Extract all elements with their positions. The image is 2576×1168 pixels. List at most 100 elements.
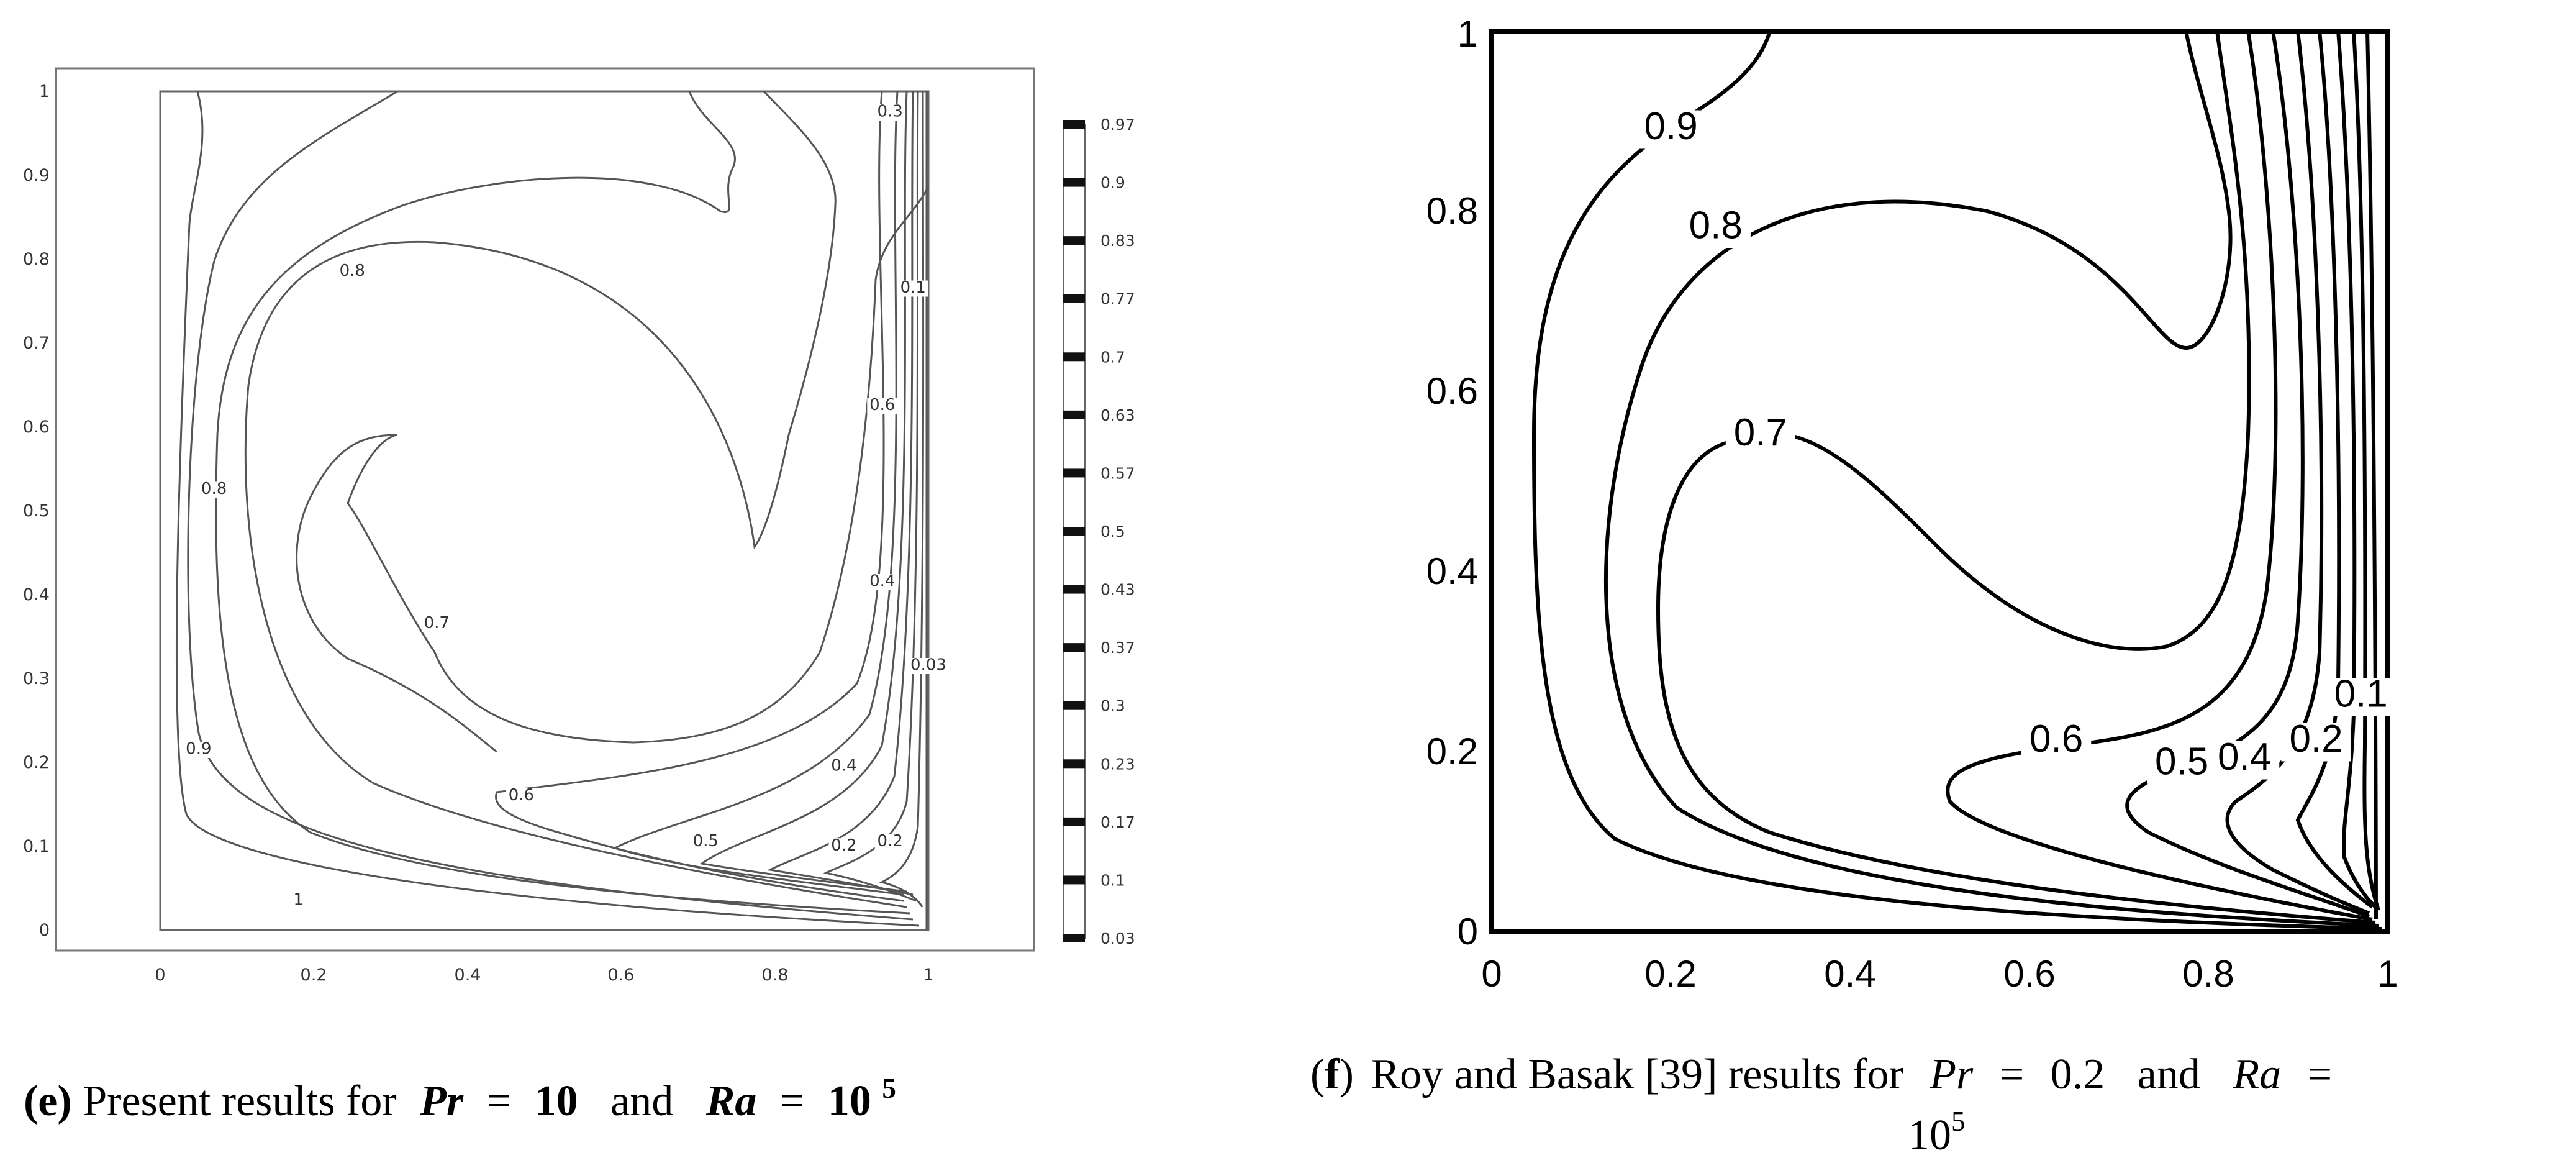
panel-e-contour-04 xyxy=(699,91,908,893)
panel-f-caption-text: Roy and Basak [39] results for xyxy=(1371,1051,1903,1098)
contour-label: 0.6 xyxy=(509,786,534,805)
contour-label-bg xyxy=(183,742,214,758)
contour-label: 0.9 xyxy=(186,740,211,759)
panel-e-xtick: 1 xyxy=(923,965,933,985)
contour-label: 0.8 xyxy=(1689,204,1743,247)
colorbar-tick-label: 0.77 xyxy=(1100,290,1135,308)
panel-f-xtick: 0.2 xyxy=(1644,953,1696,995)
panel-f-ytick: 0 xyxy=(1458,911,1478,952)
panel-e-contour-09 xyxy=(187,90,914,921)
panel-e-contour-06 xyxy=(495,91,904,902)
contour-label-bg xyxy=(828,838,859,855)
panel-e-xtick: 0.2 xyxy=(301,965,327,985)
contour-label-bg xyxy=(867,398,898,414)
panel-f-caption-close: ) xyxy=(1340,1051,1354,1098)
panel-e-ytick: 0.7 xyxy=(23,334,50,353)
contour-label: 0.5 xyxy=(2155,740,2208,783)
panel-f-caption-and: and xyxy=(2138,1051,2200,1098)
panel-e-contour-1 xyxy=(175,91,920,927)
panel-e-contour-02 xyxy=(823,91,919,902)
colorbar-tick-mark xyxy=(1063,643,1085,652)
panel-f-contour-02 xyxy=(2336,30,2377,909)
contour-label-bg xyxy=(337,263,368,280)
contour-label-bg xyxy=(2281,723,2351,762)
contour-label: 0.4 xyxy=(869,572,895,591)
panel-e-caption-letter: (e) xyxy=(24,1077,72,1125)
contour-label-bg xyxy=(2146,745,2217,784)
panel-e-ytick: 0.6 xyxy=(23,417,50,437)
panel-e-y-axis: 0 0.1 0.2 0.3 0.4 0.5 0.6 0.7 0.8 0.9 1 xyxy=(23,82,50,940)
colorbar-tick-mark xyxy=(1063,875,1085,885)
contour-label-bg xyxy=(292,893,305,909)
contour-label-bg xyxy=(1636,110,1706,149)
contour-label: 0.2 xyxy=(2289,718,2342,760)
colorbar-tick-mark xyxy=(1063,352,1085,362)
contour-label: 0.4 xyxy=(831,757,856,775)
contour-label: 0.4 xyxy=(2218,736,2271,778)
contour-label: 0.3 xyxy=(877,103,902,121)
colorbar-tick-mark xyxy=(1063,178,1085,187)
contour-label-bg xyxy=(1680,209,1751,248)
panel-f-ytick: 0.2 xyxy=(1426,731,1478,772)
colorbar-tick-mark xyxy=(1063,410,1085,419)
colorbar-tick-label: 0.57 xyxy=(1100,464,1135,482)
panel-e-colorbar: 0.97 0.9 0.83 0.77 0.7 0.63 0.57 0.5 0.43 0.37 0.3… xyxy=(1063,116,1135,947)
panel-f-contour-06 xyxy=(1946,30,2373,921)
contour-label: 0.03 xyxy=(910,656,946,675)
panel-f-caption-line1: (f) Roy and Basak [39] results for Pr = … xyxy=(1310,1051,2332,1098)
panel-e-xtick: 0.4 xyxy=(455,965,481,985)
panel-f-y-axis: 0 0.2 0.4 0.6 0.8 1 xyxy=(1426,13,1478,952)
panel-f-xtick: 0 xyxy=(1481,953,1502,995)
panel-e-caption-pr-value: 10 xyxy=(535,1077,578,1125)
panel-e-ytick: 0.9 xyxy=(23,166,50,185)
contour-label-bg xyxy=(874,104,905,121)
contour-label-bg xyxy=(690,834,721,851)
panel-f-contour-005 xyxy=(2365,30,2378,920)
colorbar-tick-label: 0.1 xyxy=(1100,871,1125,889)
colorbar-tick-label: 0.43 xyxy=(1100,581,1135,599)
panel-e-ytick: 0.3 xyxy=(23,669,50,688)
panel-e-contour-08-inner xyxy=(244,90,907,908)
panel-e-caption-ra: Ra xyxy=(705,1077,757,1125)
panel-e-ytick: 1 xyxy=(39,82,50,101)
panel-e-xtick: 0.6 xyxy=(608,965,635,985)
panel-f-ytick: 0.8 xyxy=(1426,190,1478,232)
colorbar-tick-mark xyxy=(1063,527,1085,536)
colorbar-tick-mark xyxy=(1063,236,1085,245)
panel-f-contour-07-bottom xyxy=(1656,439,2376,924)
contour-label-bg xyxy=(421,616,452,632)
panel-e-contours xyxy=(175,90,930,930)
contour-label: 0.1 xyxy=(900,278,926,297)
panel-f-ytick: 1 xyxy=(1458,13,1478,55)
contour-label-bg xyxy=(2326,678,2396,716)
panel-f-contour-07-top xyxy=(1731,30,2251,651)
contour-label: 0.7 xyxy=(424,614,450,632)
contour-label: 0.2 xyxy=(877,832,902,851)
panel-f-caption-eq2: = xyxy=(2308,1051,2332,1098)
panel-f-caption-ra-base: 10 xyxy=(1908,1111,1951,1159)
colorbar-tick-mark xyxy=(1063,585,1085,594)
panel-e-xtick: 0 xyxy=(155,965,165,985)
contour-label: 0.9 xyxy=(1644,105,1697,148)
contour-label-bg xyxy=(1725,416,1796,455)
panel-e-ytick: 0.1 xyxy=(23,837,50,856)
panel-f-xtick: 0.6 xyxy=(2003,953,2055,995)
panel-e-caption-ra-exp: 5 xyxy=(882,1073,896,1104)
colorbar-tick-mark xyxy=(1063,294,1085,303)
panel-f-caption-ra-exp: 5 xyxy=(1951,1106,1966,1137)
panel-e-contour-labels: 1 0.9 0.8 0.8 0.7 0.6 0.5 0.4 0.2 0.2 0.4 0.6 0.1 0.3… xyxy=(183,103,948,910)
panel-e-caption: (e) Present results for Pr = 10 and Ra =… xyxy=(24,1073,896,1125)
contour-label: 0.6 xyxy=(869,396,895,414)
colorbar-tick-label: 0.5 xyxy=(1100,522,1125,541)
contour-label: 0.7 xyxy=(1734,411,1787,454)
contour-label-bg xyxy=(867,574,898,590)
colorbar-tick-mark xyxy=(1063,468,1085,478)
panel-e-contour-01 xyxy=(879,91,925,908)
panel-f-contours xyxy=(1531,30,2382,931)
panel-f-caption-open: ( xyxy=(1310,1051,1325,1098)
contour-label-bg xyxy=(909,658,948,674)
colorbar-tick-label: 0.63 xyxy=(1100,406,1135,424)
panel-f-contour-05 xyxy=(2125,30,2370,918)
panel-e-ytick: 0.5 xyxy=(23,501,50,521)
